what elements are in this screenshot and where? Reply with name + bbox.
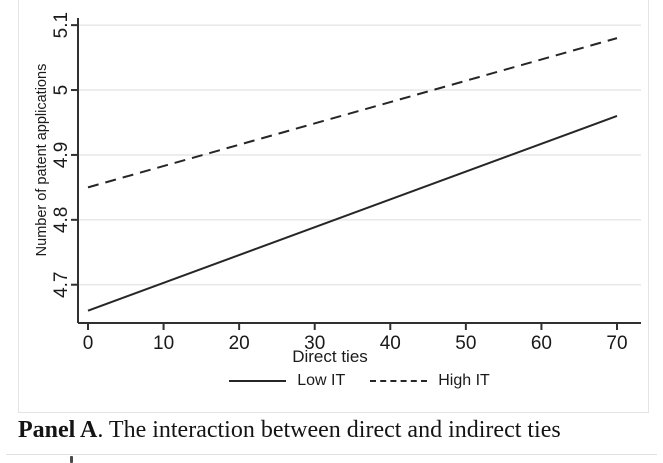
y-tick-label: 4.8 <box>51 207 72 233</box>
x-tick-label: 30 <box>304 333 325 354</box>
legend-label-low-it: Low IT <box>297 372 346 389</box>
x-axis-title: Direct ties <box>292 347 368 366</box>
x-tick-label: 20 <box>229 333 250 354</box>
x-tick-label: 0 <box>83 333 94 354</box>
y-tick-label: 5 <box>51 85 72 96</box>
y-tick-label: 5.1 <box>51 12 72 38</box>
y-tick-label: 4.9 <box>51 142 72 168</box>
line-chart: 4.7 4.8 4.9 5 5.1 0 10 20 30 40 50 60 70 Number of pa… <box>34 12 641 366</box>
legend-item-low-it: Low IT <box>229 373 345 389</box>
next-row-rule <box>6 454 657 455</box>
caption-text: . The interaction between direct and ind… <box>97 417 561 443</box>
y-tick-label: 4.7 <box>51 272 72 298</box>
series-line-high-it <box>87 37 618 189</box>
cropped-text-fragment <box>70 456 73 463</box>
x-tick-label: 60 <box>531 333 552 354</box>
legend-label-high-it: High IT <box>438 372 490 389</box>
y-axis-title: Number of patent applications <box>34 64 50 257</box>
x-tick-label: 70 <box>606 333 627 354</box>
legend-item-high-it: High IT <box>370 373 490 389</box>
caption-panel-label: Panel A <box>18 417 98 443</box>
x-tick-label: 50 <box>455 333 476 354</box>
series-line-low-it <box>87 115 618 312</box>
x-tick-label: 40 <box>380 333 401 354</box>
figure-caption: Panel A. The interaction between direct … <box>18 415 658 445</box>
high-it-line-sample <box>370 380 428 382</box>
x-tick-label: 10 <box>153 333 174 354</box>
chart-legend: Low IT High IT <box>78 370 641 392</box>
low-it-line-sample <box>229 380 287 382</box>
